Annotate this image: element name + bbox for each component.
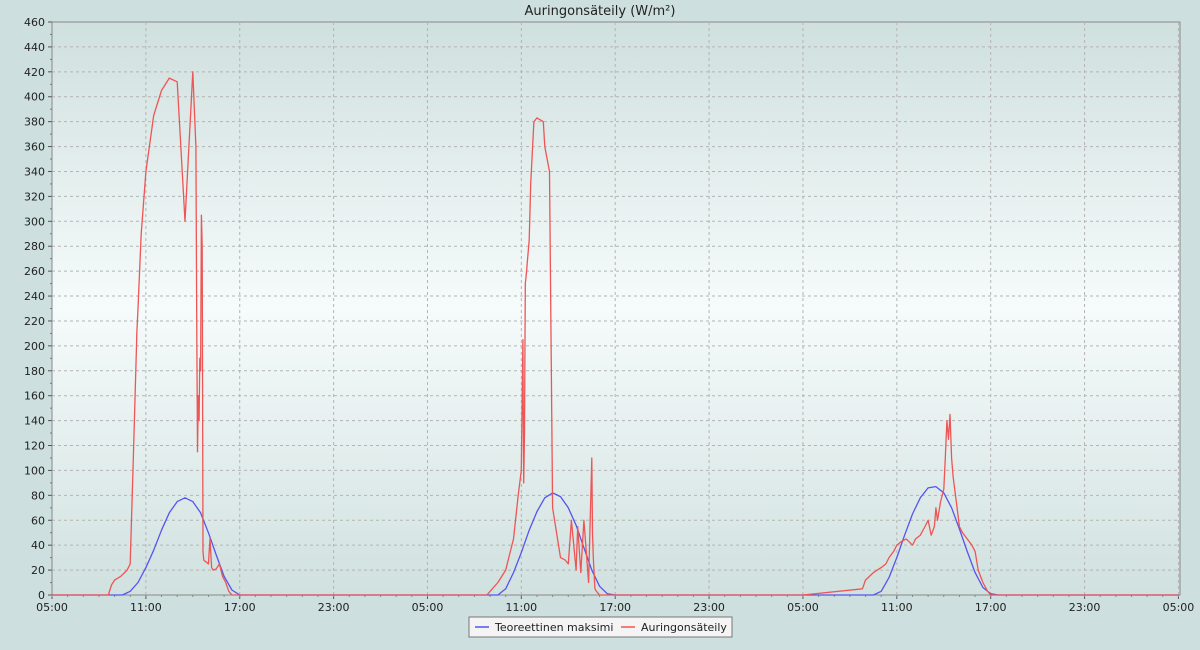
plot-area (51, 21, 1181, 596)
y-tick-label: 240 (24, 290, 45, 303)
x-tick-label: 05:00 (36, 601, 68, 614)
y-tick-label: 400 (24, 91, 45, 104)
series-layer (52, 71, 1179, 596)
x-tick-label: 17:00 (224, 601, 256, 614)
y-tick-label: 80 (31, 489, 45, 502)
x-tick-label: 05:00 (412, 601, 444, 614)
y-tick-label: 280 (24, 240, 45, 253)
x-tick-label: 23:00 (318, 601, 350, 614)
legend: Teoreettinen maksimi Auringonsäteily (468, 616, 733, 638)
legend-box (468, 616, 733, 638)
x-tick-label: 23:00 (1069, 601, 1101, 614)
y-tick-label: 60 (31, 514, 45, 527)
y-tick-label: 220 (24, 315, 45, 328)
x-tick-label: 17:00 (599, 601, 631, 614)
series-line-0 (52, 485, 1179, 596)
y-tick-label: 200 (24, 340, 45, 353)
y-tick-label: 420 (24, 66, 45, 79)
y-tick-label: 0 (38, 589, 45, 602)
y-tick-label: 100 (24, 464, 45, 477)
y-tick-label: 380 (24, 116, 45, 129)
y-tick-label: 340 (24, 165, 45, 178)
x-tick-label: 23:00 (693, 601, 725, 614)
x-tick-label: 17:00 (975, 601, 1007, 614)
legend-label: Auringonsäteily (641, 621, 727, 634)
x-tick-label: 05:00 (1163, 601, 1195, 614)
axis-layer: 0 20 40 60 80 100 120 140 160 180 200 220 240 260 280 3… (24, 16, 1194, 614)
y-tick-label: 260 (24, 265, 45, 278)
series-line-1 (52, 71, 1179, 596)
chart-title: Auringonsäteily (W/m²) (525, 4, 676, 19)
y-tick-label: 180 (24, 365, 45, 378)
y-tick-label: 160 (24, 390, 45, 403)
y-tick-label: 40 (31, 539, 45, 552)
y-tick-label: 300 (24, 215, 45, 228)
legend-label: Teoreettinen maksimi (494, 621, 613, 634)
y-tick-label: 320 (24, 190, 45, 203)
grid-layer (52, 22, 1180, 595)
y-tick-label: 360 (24, 141, 45, 154)
x-tick-label: 11:00 (130, 601, 162, 614)
y-tick-label: 20 (31, 564, 45, 577)
x-tick-label: 11:00 (881, 601, 913, 614)
y-tick-label: 460 (24, 16, 45, 29)
y-tick-label: 120 (24, 440, 45, 453)
y-tick-label: 440 (24, 41, 45, 54)
x-tick-label: 05:00 (787, 601, 819, 614)
x-tick-label: 11:00 (505, 601, 537, 614)
y-tick-label: 140 (24, 415, 45, 428)
